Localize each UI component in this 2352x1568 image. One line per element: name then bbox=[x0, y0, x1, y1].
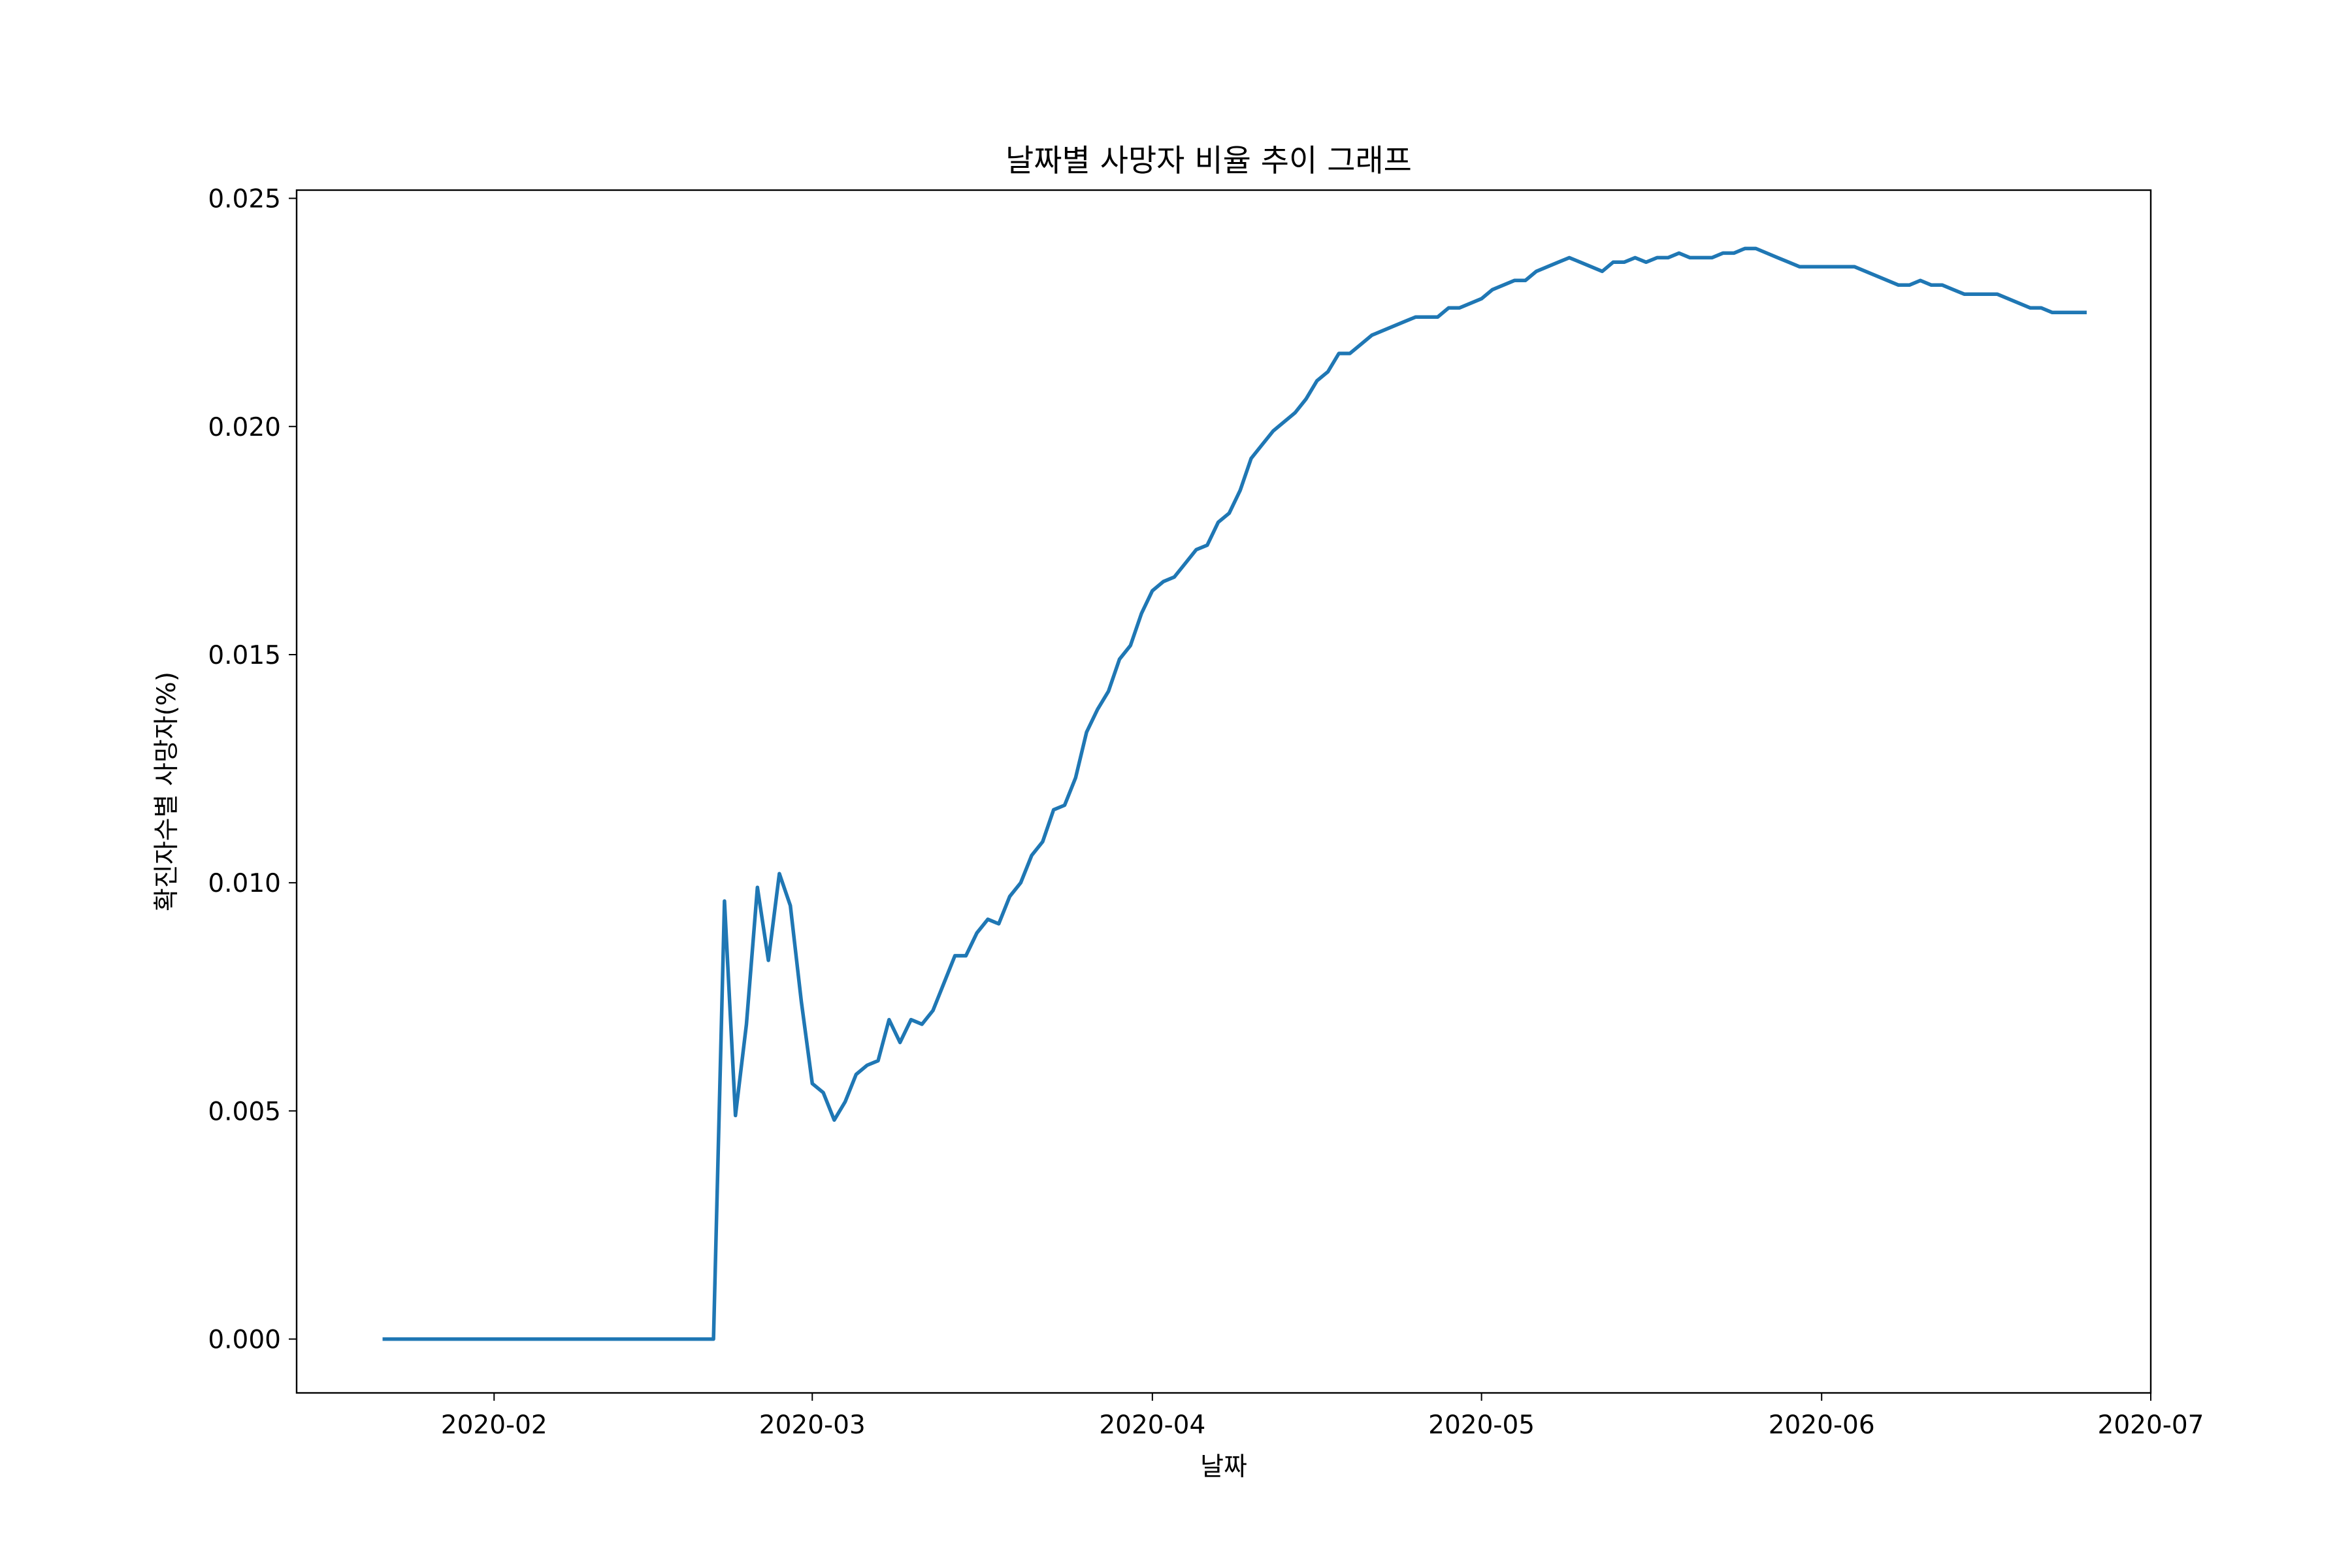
x-tick-label: 2020-03 bbox=[759, 1411, 866, 1440]
chart-title: 날짜별 사망자 비율 추이 그래프 bbox=[1005, 143, 1412, 179]
y-tick-label: 0.000 bbox=[208, 1326, 281, 1355]
x-tick-label: 2020-05 bbox=[1428, 1411, 1535, 1440]
y-tick-label: 0.025 bbox=[208, 185, 281, 214]
x-tick-label: 2020-07 bbox=[2098, 1411, 2204, 1440]
series-layer bbox=[382, 246, 2087, 1341]
x-tick-label: 2020-04 bbox=[1099, 1411, 1205, 1440]
x-axis-ticks: 2020-02 2020-03 2020-04 2020-05 2020-06 2020-… bbox=[441, 1393, 2204, 1440]
y-axis-ticks: 0.000 0.005 0.010 0.015 0.020 0.025 bbox=[208, 185, 297, 1355]
plot-frame bbox=[295, 189, 2152, 1394]
x-tick-label: 2020-06 bbox=[1769, 1411, 1875, 1440]
y-axis-title: 확진자수별 사망자(%) bbox=[152, 672, 182, 911]
x-axis-title: 날짜 bbox=[1200, 1452, 1247, 1482]
y-tick-label: 0.020 bbox=[208, 413, 281, 442]
x-tick-label: 2020-02 bbox=[441, 1411, 547, 1440]
y-tick-label: 0.005 bbox=[208, 1097, 281, 1126]
y-tick-label: 0.015 bbox=[208, 641, 281, 670]
y-tick-label: 0.010 bbox=[208, 869, 281, 898]
series-line bbox=[382, 246, 2087, 1341]
